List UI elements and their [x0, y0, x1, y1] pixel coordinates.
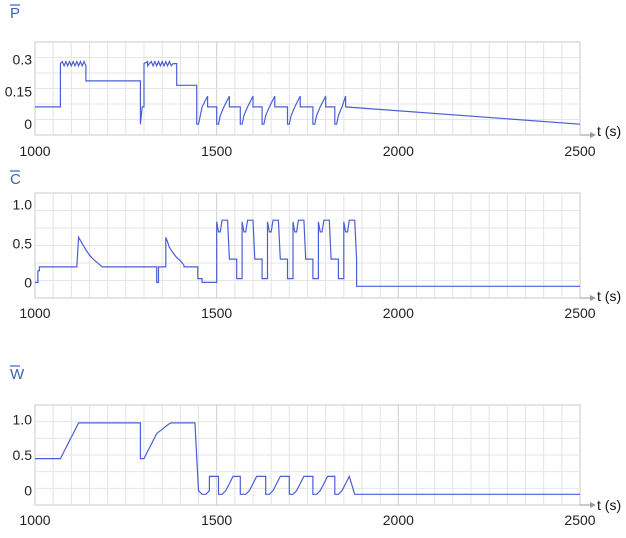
- series-line-0: [35, 219, 580, 287]
- y-tick-label: 0.3: [13, 51, 33, 67]
- x-tick-label: 2500: [564, 305, 595, 321]
- x-tick-label: 2000: [383, 143, 414, 159]
- x-tick-label: 1000: [19, 512, 50, 528]
- y-tick-label: 0.15: [5, 84, 32, 100]
- chart-title: W: [10, 366, 25, 383]
- x-tick-label: 1500: [201, 143, 232, 159]
- x-axis-arrowhead: [590, 132, 596, 138]
- y-tick-label: 0: [24, 274, 32, 290]
- x-tick-label: 2500: [564, 512, 595, 528]
- series-line-0: [35, 59, 581, 125]
- y-tick-label: 0: [24, 483, 32, 499]
- y-tick-label: 0.5: [13, 236, 33, 252]
- y-tick-label: 1.0: [13, 197, 33, 213]
- y-tick-label: 0: [24, 116, 32, 132]
- chart-title: C: [10, 171, 21, 188]
- x-axis-label: t (s): [597, 497, 621, 513]
- x-tick-label: 2000: [383, 305, 414, 321]
- y-tick-label: 1.0: [13, 411, 33, 427]
- chart-title: P: [10, 5, 20, 22]
- series-line-0: [35, 422, 580, 495]
- x-tick-label: 1500: [201, 305, 232, 321]
- x-tick-label: 1000: [19, 305, 50, 321]
- x-tick-label: 2000: [383, 512, 414, 528]
- x-tick-label: 2500: [564, 143, 595, 159]
- x-axis-label: t (s): [597, 288, 621, 304]
- x-axis-arrowhead: [590, 295, 596, 301]
- x-tick-label: 1000: [19, 143, 50, 159]
- y-tick-label: 0.5: [13, 447, 33, 463]
- x-tick-label: 1500: [201, 512, 232, 528]
- x-axis-label: t (s): [597, 123, 621, 139]
- x-axis-arrowhead: [590, 502, 596, 508]
